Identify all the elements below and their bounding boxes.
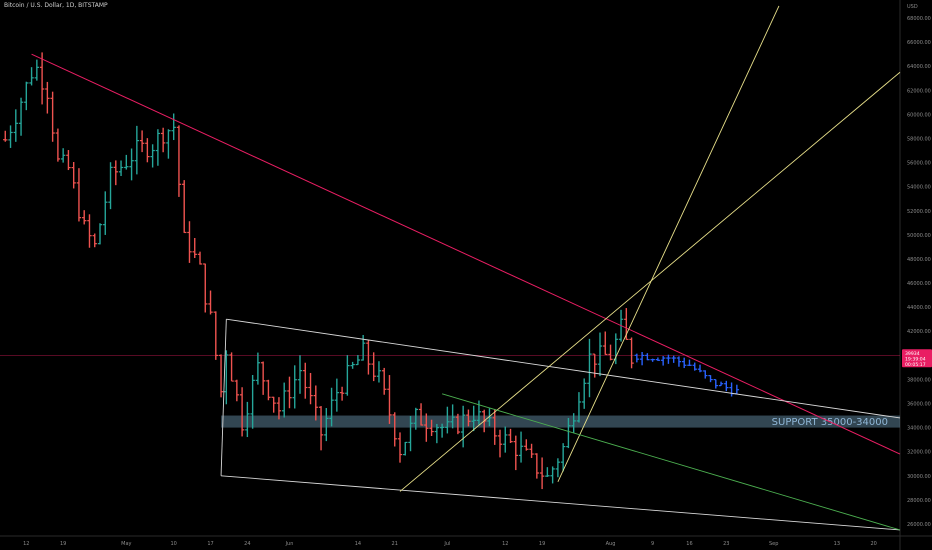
x-tick-label: Jun — [285, 541, 294, 547]
y-tick-label: 50000.00 — [907, 233, 931, 239]
y-tick-label: 60000.00 — [907, 112, 931, 118]
downtrend-line — [31, 53, 901, 455]
y-tick-label: 64000.00 — [907, 64, 931, 70]
x-tick-label: 16 — [686, 541, 692, 547]
x-tick-label: 13 — [834, 541, 840, 547]
chart-title: Bitcoin / U.S. Dollar, 1D, BITSTAMP — [4, 2, 108, 9]
y-tick-label: 38000.00 — [907, 377, 931, 383]
y-tick-label: 56000.00 — [907, 161, 931, 167]
y-tick-label: 32000.00 — [907, 450, 931, 456]
y-tick-label: 42000.00 — [907, 329, 931, 335]
y-tick-label: 66000.00 — [907, 40, 931, 46]
y-tick-label: 36000.00 — [907, 401, 931, 407]
y-tick-label: 44000.00 — [907, 305, 931, 311]
channel-lower-line — [221, 475, 901, 531]
x-tick-label: Sep — [769, 541, 778, 547]
x-tick-label: Aug — [606, 541, 616, 547]
x-tick-label: 24 — [244, 541, 250, 547]
support-zone — [221, 415, 901, 428]
y-tick-label: 58000.00 — [907, 136, 931, 142]
x-tick-label: 17 — [207, 541, 213, 547]
y-tick-label: 28000.00 — [907, 498, 931, 504]
x-tick-label: 12 — [23, 541, 29, 547]
y-tick-label: 62000.00 — [907, 88, 931, 94]
y-tick-label: 52000.00 — [907, 209, 931, 215]
channel-left-edge — [220, 319, 227, 476]
fan-line-2 — [557, 5, 780, 482]
x-tick-label: 23 — [723, 541, 729, 547]
x-tick-label: 9 — [651, 541, 654, 547]
price-tag — [902, 349, 932, 368]
y-tick-label: 30000.00 — [907, 474, 931, 480]
y-tick-label: 46000.00 — [907, 281, 931, 287]
price-tag-text: 00:05:17 — [905, 362, 926, 368]
y-tick-label: 34000.00 — [907, 426, 931, 432]
x-tick-label: May — [121, 541, 131, 547]
x-tick-label: 19 — [60, 541, 66, 547]
price-tag-text: 39934 — [905, 351, 920, 357]
fan-line-1 — [399, 71, 901, 492]
price-tag-text: 19:39:04 — [905, 356, 926, 362]
green-trend-line — [441, 393, 901, 531]
channel-upper-line — [226, 318, 901, 419]
x-tick-label: 12 — [502, 541, 508, 547]
x-tick-label: 20 — [870, 541, 876, 547]
x-tick-label: 21 — [392, 541, 398, 547]
x-tick-label: 10 — [170, 541, 176, 547]
x-tick-label: 19 — [539, 541, 545, 547]
y-tick-label: 26000.00 — [907, 522, 931, 528]
y-tick-label: 54000.00 — [907, 185, 931, 191]
support-zone-label: SUPPORT 35000-34000 — [772, 417, 888, 428]
y-tick-label: 48000.00 — [907, 257, 931, 263]
y-tick-label: 68000.00 — [907, 16, 931, 22]
x-tick-label: 14 — [355, 541, 361, 547]
x-tick-label: Jul — [443, 541, 450, 547]
currency-label: USD — [907, 4, 918, 10]
